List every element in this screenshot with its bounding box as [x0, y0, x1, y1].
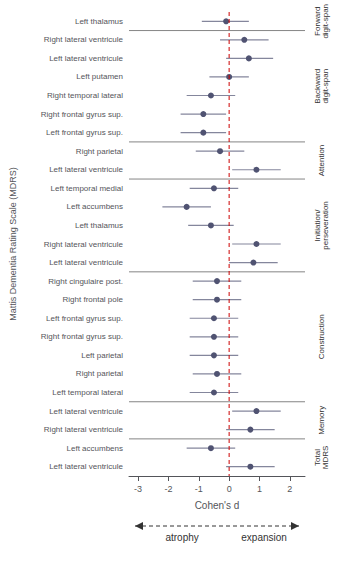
svg-text:Left lateral ventricule: Left lateral ventricule: [49, 462, 123, 471]
svg-text:-2: -2: [164, 484, 172, 494]
svg-text:Right frontal gyrus sup.: Right frontal gyrus sup.: [41, 110, 123, 119]
svg-text:Left lateral ventricule: Left lateral ventricule: [49, 165, 123, 174]
svg-text:-3: -3: [134, 484, 142, 494]
svg-text:Right lateral ventricule: Right lateral ventricule: [44, 240, 124, 249]
svg-text:Forward: Forward: [312, 6, 322, 36]
svg-text:1: 1: [257, 484, 262, 494]
svg-text:digit-span: digit-span: [321, 69, 330, 104]
svg-text:Left lateral ventricule: Left lateral ventricule: [49, 407, 123, 416]
svg-text:Left accumbens: Left accumbens: [67, 202, 123, 211]
svg-text:Total: Total: [312, 449, 322, 466]
svg-text:-1: -1: [195, 484, 203, 494]
svg-text:Backward: Backward: [312, 68, 322, 104]
svg-text:Right frontal pole: Right frontal pole: [63, 295, 124, 304]
svg-text:Initiation/: Initiation/: [312, 209, 322, 242]
svg-text:Right frontal gyrus sup.: Right frontal gyrus sup.: [41, 332, 123, 341]
svg-text:Right parietal: Right parietal: [76, 369, 123, 378]
svg-text:MDRS: MDRS: [321, 446, 330, 470]
svg-text:perseveration: perseveration: [321, 201, 330, 249]
svg-text:Left temporal medial: Left temporal medial: [51, 184, 124, 193]
svg-text:Memory: Memory: [317, 406, 326, 435]
svg-text:Mattis Dementia Rating Scale (: Mattis Dementia Rating Scale (MDRS): [8, 167, 18, 321]
svg-text:Left thalamus: Left thalamus: [75, 221, 123, 230]
svg-text:2: 2: [287, 484, 292, 494]
svg-text:Cohen's d: Cohen's d: [195, 500, 240, 511]
svg-text:Right lateral ventricule: Right lateral ventricule: [44, 425, 124, 434]
svg-text:Left frontal gyrus sup.: Left frontal gyrus sup.: [46, 314, 123, 323]
svg-text:Left temporal lateral: Left temporal lateral: [52, 388, 123, 397]
svg-text:Left lateral ventricule: Left lateral ventricule: [49, 54, 123, 63]
svg-text:0: 0: [227, 484, 232, 494]
svg-text:Right temporal lateral: Right temporal lateral: [47, 91, 123, 100]
svg-text:digit-span: digit-span: [321, 4, 330, 39]
svg-text:Left frontal gyrus sup.: Left frontal gyrus sup.: [46, 128, 123, 137]
svg-text:Right parietal: Right parietal: [76, 147, 123, 156]
svg-text:Right cingulaire post.: Right cingulaire post.: [48, 277, 123, 286]
svg-text:Left putamen: Left putamen: [76, 72, 123, 81]
svg-text:Left thalamus: Left thalamus: [75, 17, 123, 26]
svg-text:Attention: Attention: [317, 145, 326, 177]
svg-text:Left lateral ventricule: Left lateral ventricule: [49, 258, 123, 267]
svg-text:Left parietal: Left parietal: [81, 351, 123, 360]
svg-text:Construction: Construction: [317, 314, 326, 359]
svg-text:atrophy: atrophy: [165, 532, 198, 543]
svg-text:Right lateral ventricule: Right lateral ventricule: [44, 35, 124, 44]
svg-text:Left accumbens: Left accumbens: [67, 444, 123, 453]
svg-text:expansion: expansion: [241, 532, 287, 543]
